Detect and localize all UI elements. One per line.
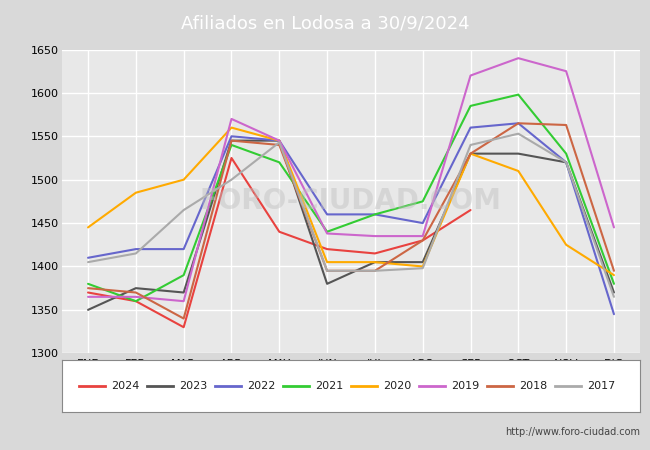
Text: 2023: 2023 bbox=[179, 381, 207, 391]
Text: 2022: 2022 bbox=[247, 381, 275, 391]
Text: Afiliados en Lodosa a 30/9/2024: Afiliados en Lodosa a 30/9/2024 bbox=[181, 14, 469, 33]
Text: 2021: 2021 bbox=[315, 381, 343, 391]
Text: 2018: 2018 bbox=[519, 381, 547, 391]
Text: http://www.foro-ciudad.com: http://www.foro-ciudad.com bbox=[505, 428, 640, 437]
Text: FORO-CIUDAD.COM: FORO-CIUDAD.COM bbox=[200, 187, 502, 216]
Text: 2019: 2019 bbox=[451, 381, 479, 391]
Text: 2020: 2020 bbox=[383, 381, 411, 391]
Text: 2024: 2024 bbox=[111, 381, 139, 391]
Text: 2017: 2017 bbox=[587, 381, 615, 391]
